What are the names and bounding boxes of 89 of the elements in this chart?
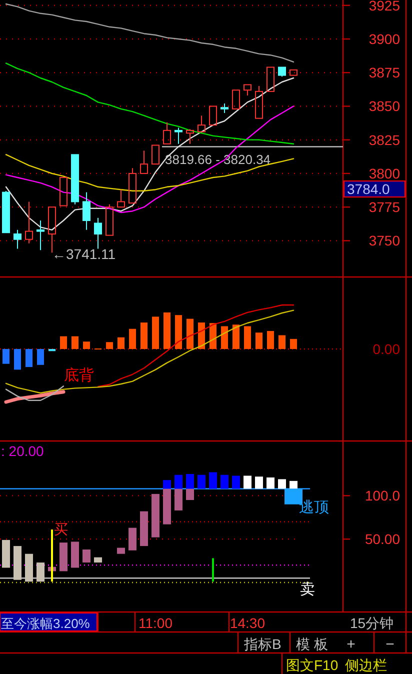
bar (72, 336, 78, 349)
bar (94, 557, 102, 563)
y-tick-label: 3875 (368, 64, 400, 81)
bar (163, 488, 171, 524)
y-tick-label: 3800 (368, 165, 400, 182)
bar (198, 322, 205, 349)
text: + (346, 636, 356, 653)
line-series (5, 77, 294, 230)
bar (174, 474, 182, 489)
candlestick (82, 192, 90, 230)
bar (2, 540, 10, 568)
x-tick-label: 14:30 (230, 615, 266, 631)
bar (140, 322, 148, 349)
text: − (386, 636, 395, 653)
candlestick (36, 220, 44, 251)
bar (117, 548, 125, 554)
bar (82, 550, 90, 563)
bar (232, 476, 240, 489)
candlestick (174, 127, 182, 144)
bar (118, 337, 124, 349)
text: 侧边栏 (345, 657, 387, 673)
bar (266, 477, 274, 489)
bar (209, 472, 217, 489)
ref-line-label: 0.00 (372, 341, 400, 357)
y-tick-label: 3925 (368, 0, 400, 14)
text: 模 板 (296, 636, 328, 652)
y-tick-label: 50.00 (364, 531, 400, 548)
text: 指标B (243, 636, 282, 652)
annotation: 卖 (300, 581, 315, 598)
bar (140, 511, 148, 546)
x-tick-label: 11:00 (138, 615, 173, 631)
bar (232, 324, 240, 349)
annotation: ←3741.11 (52, 246, 116, 262)
bar (51, 530, 53, 582)
line-series (5, 106, 294, 214)
y-tick-label: 3750 (368, 232, 400, 249)
bar (267, 330, 274, 349)
annotation: : 20.00 (1, 443, 44, 459)
bar (152, 494, 160, 538)
bar (37, 349, 44, 365)
bar (198, 474, 206, 489)
bar (71, 542, 79, 568)
bar (60, 336, 67, 349)
bar (128, 528, 136, 550)
bar (278, 335, 286, 349)
y-tick-label: 3900 (368, 30, 400, 47)
bar (14, 546, 22, 580)
bar (221, 326, 228, 349)
y-tick-label: 3825 (368, 132, 400, 148)
bar (14, 349, 21, 370)
bar (244, 326, 251, 349)
bar (212, 558, 214, 582)
annotation: 底背 (64, 367, 94, 384)
y-tick-label: 3850 (368, 98, 400, 114)
annotation: 买 (54, 521, 68, 537)
bar (25, 554, 33, 582)
band-label: 3819.66 - 3820.34 (165, 152, 271, 168)
annotation: 逃顶 (299, 499, 329, 516)
bar (278, 479, 286, 489)
bar (83, 342, 90, 349)
bar (174, 488, 182, 510)
text: 图文F10 (286, 657, 338, 673)
text: 至今涨幅3.20% (1, 616, 90, 631)
bar (256, 332, 262, 349)
bar (36, 562, 44, 582)
bar (290, 480, 298, 489)
y-tick-label: 100.0 (364, 488, 400, 504)
bar (164, 312, 170, 349)
line-series (5, 154, 294, 192)
bar (186, 318, 194, 349)
line-series (5, 62, 294, 144)
line-series (5, 3, 294, 62)
bar (220, 474, 228, 489)
y-tick-label: 3775 (368, 199, 400, 216)
bar (163, 480, 171, 489)
bar (152, 316, 159, 349)
bar (106, 342, 113, 349)
bar (129, 328, 136, 349)
bar (186, 488, 194, 500)
bar (290, 338, 297, 349)
bar (2, 349, 10, 364)
bar (60, 542, 68, 572)
bar (244, 476, 252, 489)
bar (26, 349, 32, 368)
text: 15分钟 (350, 615, 394, 631)
bar (186, 474, 194, 489)
text: 3784.0 (347, 181, 390, 197)
bar (255, 476, 263, 489)
bar (175, 315, 182, 349)
